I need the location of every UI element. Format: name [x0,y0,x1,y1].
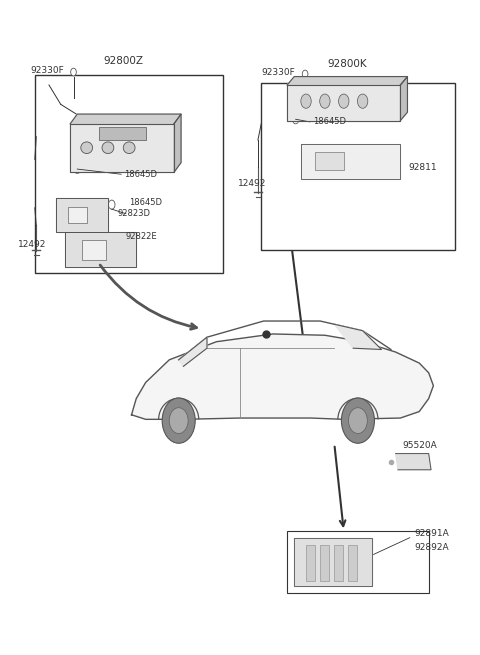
Bar [261,83,455,250]
Polygon shape [70,124,174,172]
Polygon shape [179,337,207,366]
Bar [287,531,429,593]
Bar [320,546,329,581]
Text: 92823D: 92823D [118,209,150,218]
Polygon shape [301,145,400,179]
Circle shape [358,94,368,108]
Text: 92330F: 92330F [261,67,295,77]
Text: 95520A: 95520A [403,441,437,450]
Polygon shape [132,334,433,419]
Circle shape [292,115,299,124]
Polygon shape [400,77,408,121]
Text: 18645D: 18645D [313,117,346,126]
Polygon shape [56,198,108,232]
Text: 92811: 92811 [408,162,436,172]
Text: 92800Z: 92800Z [103,56,143,66]
Polygon shape [287,77,408,85]
Text: 12492: 12492 [238,179,266,188]
Bar [35,75,224,272]
Polygon shape [287,85,400,121]
Ellipse shape [102,142,114,153]
Polygon shape [396,454,431,470]
Bar [98,127,145,140]
Bar [82,240,106,259]
Circle shape [302,70,308,78]
Text: 92330F: 92330F [30,66,64,75]
Circle shape [169,407,188,434]
Polygon shape [174,114,181,172]
Text: 92822E: 92822E [126,233,157,242]
Circle shape [341,398,374,443]
Text: 92891A: 92891A [415,529,449,538]
Ellipse shape [123,142,135,153]
Text: 92800K: 92800K [327,59,367,69]
Polygon shape [70,114,181,124]
Bar [315,152,344,170]
Polygon shape [294,538,372,586]
Bar [68,207,87,223]
Bar [335,546,343,581]
Polygon shape [65,232,136,267]
Text: 92892A: 92892A [415,543,449,552]
Polygon shape [335,324,382,350]
Circle shape [162,398,195,443]
Bar [348,546,357,581]
Circle shape [108,200,115,209]
Bar [306,546,314,581]
Circle shape [71,68,76,76]
Circle shape [301,94,311,108]
Ellipse shape [81,142,93,153]
Circle shape [338,94,349,108]
Text: 12492: 12492 [18,240,47,249]
Circle shape [320,94,330,108]
Circle shape [74,164,81,174]
Text: 18645D: 18645D [124,170,157,179]
Text: 18645D: 18645D [129,198,162,207]
Circle shape [348,407,367,434]
